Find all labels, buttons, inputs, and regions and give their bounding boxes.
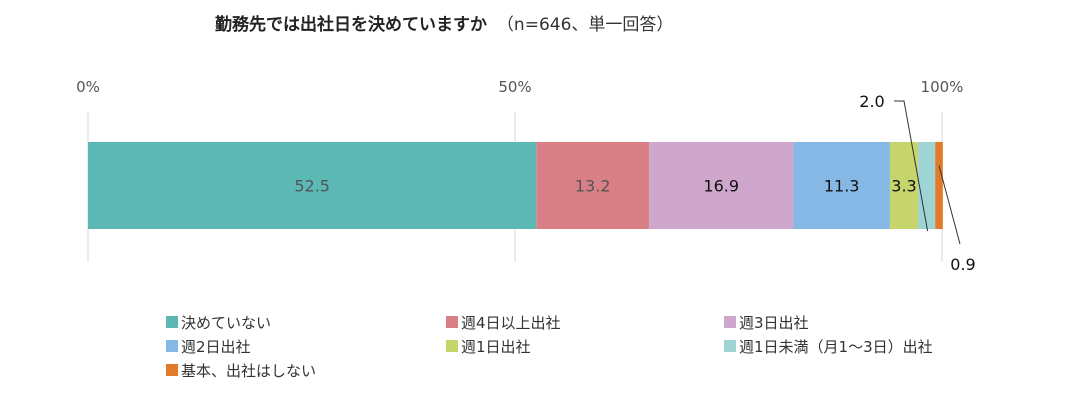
legend-swatch-3 [166, 340, 178, 352]
legend-label-0: 決めていない [181, 314, 271, 332]
legend-label-5: 週1日未満（月1～3日）出社 [739, 338, 933, 356]
chart-title-subtitle: （n=646、単一回答） [497, 15, 673, 35]
bar-segment-4 [889, 142, 919, 229]
legend-label-4: 週1日出社 [461, 338, 531, 356]
legend-swatch-2 [724, 316, 736, 328]
tick-label-2: 100% [921, 78, 964, 96]
bar-segment-0 [88, 142, 537, 229]
data-labels: 52.5 13.2 16.9 11.3 3.3 2.0 0.9 [294, 92, 975, 274]
data-label-2: 16.9 [703, 177, 739, 196]
leader-line-5 [894, 100, 929, 232]
data-label-0: 52.5 [294, 177, 330, 196]
data-label-3: 11.3 [824, 177, 860, 196]
data-label-4: 3.3 [891, 177, 916, 196]
bar-segment-5 [918, 142, 936, 229]
bar-segments [88, 142, 943, 229]
legend-label-3: 週2日出社 [181, 338, 251, 356]
legend-label-1: 週4日以上出社 [461, 314, 561, 332]
chart-title: 勤務先では出社日を決めていますか （n=646、単一回答） [215, 14, 673, 35]
data-label-1: 13.2 [575, 177, 611, 196]
legend-swatch-6 [166, 364, 178, 376]
tick-label-1: 50% [498, 78, 531, 96]
legend-label-6: 基本、出社はしない [181, 362, 316, 380]
bar-segment-2 [649, 142, 794, 229]
bar-segment-1 [536, 142, 650, 229]
legend-swatch-1 [446, 316, 458, 328]
bar-segment-3 [793, 142, 890, 229]
data-label-5: 2.0 [859, 92, 884, 111]
data-label-6: 0.9 [950, 255, 975, 274]
axis-ticks: 0% 50% 100% [76, 78, 963, 96]
tick-label-0: 0% [76, 78, 100, 96]
legend-swatch-4 [446, 340, 458, 352]
legend-swatch-0 [166, 316, 178, 328]
legend-label-2: 週3日出社 [739, 314, 809, 332]
leader-line-6 [938, 165, 961, 245]
bar-segment-6 [935, 142, 943, 229]
legend-swatch-5 [724, 340, 736, 352]
chart-title-main: 勤務先では出社日を決めていますか [215, 14, 487, 35]
